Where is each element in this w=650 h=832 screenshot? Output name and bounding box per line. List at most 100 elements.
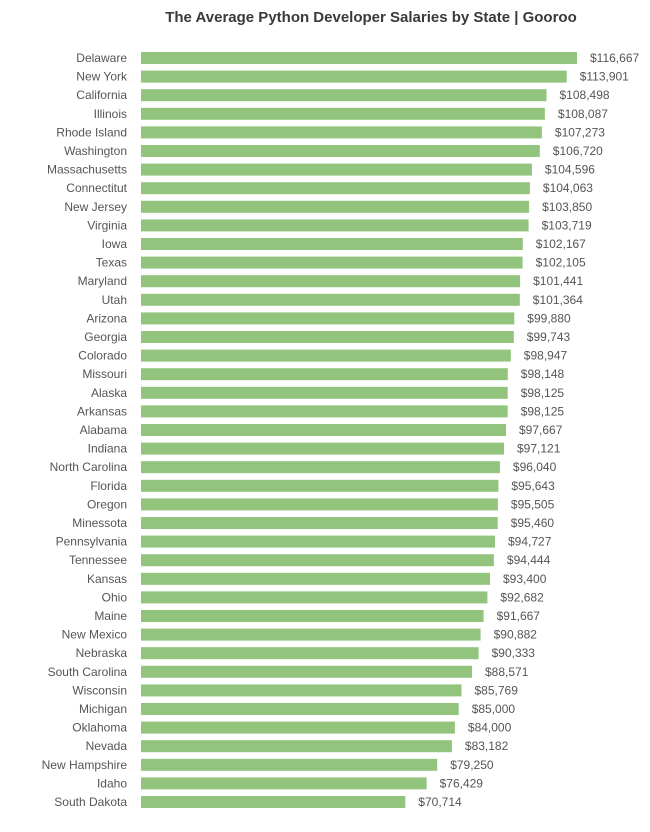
bar-arkansas: [141, 405, 508, 418]
value-label: $95,460: [511, 516, 555, 530]
value-label: $95,643: [511, 479, 555, 493]
bar-nebraska: [141, 647, 479, 660]
value-label: $94,444: [507, 553, 551, 567]
category-labels: Delaware New York California Illinois Rhode …: [42, 51, 128, 809]
category-label: Missouri: [82, 367, 127, 381]
value-label: $83,182: [465, 739, 509, 753]
bar-wisconsin: [141, 684, 462, 697]
value-label: $101,441: [533, 274, 583, 288]
bar-alabama: [141, 424, 506, 436]
value-label: $101,364: [533, 293, 583, 307]
value-label: $85,769: [475, 683, 519, 697]
category-label: Illinois: [94, 107, 127, 121]
value-label: $103,719: [542, 218, 592, 232]
bar-illinois: [141, 107, 545, 120]
bar-massachusetts: [141, 163, 532, 176]
bar-kansas: [141, 572, 490, 585]
category-label: Maine: [94, 609, 127, 623]
bar-utah: [141, 293, 520, 306]
value-label: $95,505: [511, 497, 555, 511]
bar-nevada: [141, 740, 452, 753]
chart-title: The Average Python Developer Salaries by…: [165, 9, 577, 26]
category-label: Delaware: [76, 51, 127, 65]
bar-new-mexico: [141, 628, 481, 641]
value-label: $96,040: [513, 460, 557, 474]
value-label: $102,105: [536, 256, 586, 270]
bar-oklahoma: [141, 721, 455, 734]
bar-iowa: [141, 238, 523, 250]
bar-delaware: [141, 52, 577, 64]
category-label: Georgia: [84, 330, 127, 344]
bar-maine: [141, 610, 484, 622]
value-labels: $116,667 $113,901 $108,498 $108,087 $107,273…: [418, 51, 639, 809]
bar-virginia: [141, 219, 529, 232]
category-label: Oklahoma: [72, 721, 127, 735]
value-label: $102,167: [536, 237, 586, 251]
value-label: $108,498: [560, 88, 610, 102]
value-label: $113,901: [580, 70, 629, 84]
category-label: Arizona: [86, 311, 127, 325]
category-label: Colorado: [78, 349, 127, 363]
bar-south-dakota: [141, 796, 406, 808]
value-label: $103,850: [542, 200, 592, 214]
value-label: $93,400: [503, 572, 547, 586]
value-label: $94,727: [508, 535, 552, 549]
value-label: $104,596: [545, 163, 595, 177]
category-label: South Dakota: [54, 795, 127, 809]
category-label: Nebraska: [76, 646, 128, 660]
category-label: Minessota: [72, 516, 127, 530]
category-label: Nevada: [86, 739, 128, 753]
value-label: $90,333: [492, 646, 536, 660]
bar-arizona: [141, 312, 515, 325]
category-label: Arkansas: [77, 404, 127, 418]
bar-missouri: [141, 368, 508, 381]
category-label: New Jersey: [64, 200, 127, 214]
category-label: North Carolina: [50, 460, 128, 474]
category-label: South Carolina: [48, 665, 128, 679]
value-label: $84,000: [468, 721, 512, 735]
category-label: Kansas: [87, 572, 127, 586]
value-label: $91,667: [497, 609, 541, 623]
category-label: Utah: [102, 293, 127, 307]
bar-colorado: [141, 349, 511, 362]
bar-maryland: [141, 275, 521, 288]
bar-new-jersey: [141, 200, 530, 213]
value-label: $99,743: [527, 330, 571, 344]
bar-georgia: [141, 331, 514, 343]
category-label: Tennessee: [69, 553, 127, 567]
bar-florida: [141, 479, 499, 492]
bar-oregon: [141, 498, 498, 511]
category-label: Rhode Island: [56, 125, 127, 139]
category-label: Pennsylvania: [56, 535, 128, 549]
bar-minessota: [141, 517, 498, 529]
category-label: Idaho: [97, 776, 127, 790]
value-label: $104,063: [543, 181, 593, 195]
category-label: Iowa: [102, 237, 128, 251]
value-label: $98,947: [524, 349, 568, 363]
value-label: $98,125: [521, 404, 565, 418]
value-label: $106,720: [553, 144, 603, 158]
bar-rhode-island: [141, 126, 542, 139]
bar-idaho: [141, 777, 427, 790]
category-label: Michigan: [79, 702, 127, 716]
value-label: $92,682: [500, 590, 544, 604]
value-label: $107,273: [555, 125, 605, 139]
category-label: Ohio: [102, 590, 128, 604]
bar-alaska: [141, 386, 508, 399]
value-label: $85,000: [472, 702, 516, 716]
value-label: $88,571: [485, 665, 529, 679]
bar-indiana: [141, 442, 504, 455]
category-label: New Mexico: [62, 628, 128, 642]
value-label: $90,882: [494, 628, 538, 642]
category-label: Oregon: [87, 497, 127, 511]
value-label: $70,714: [418, 795, 462, 809]
value-label: $79,250: [450, 758, 494, 772]
bar-michigan: [141, 703, 459, 715]
category-label: Connectitut: [66, 181, 127, 195]
category-label: California: [76, 88, 127, 102]
value-label: $97,667: [519, 423, 563, 437]
bar-ohio: [141, 591, 488, 604]
category-label: Washington: [64, 144, 127, 158]
category-label: New Hampshire: [42, 758, 128, 772]
